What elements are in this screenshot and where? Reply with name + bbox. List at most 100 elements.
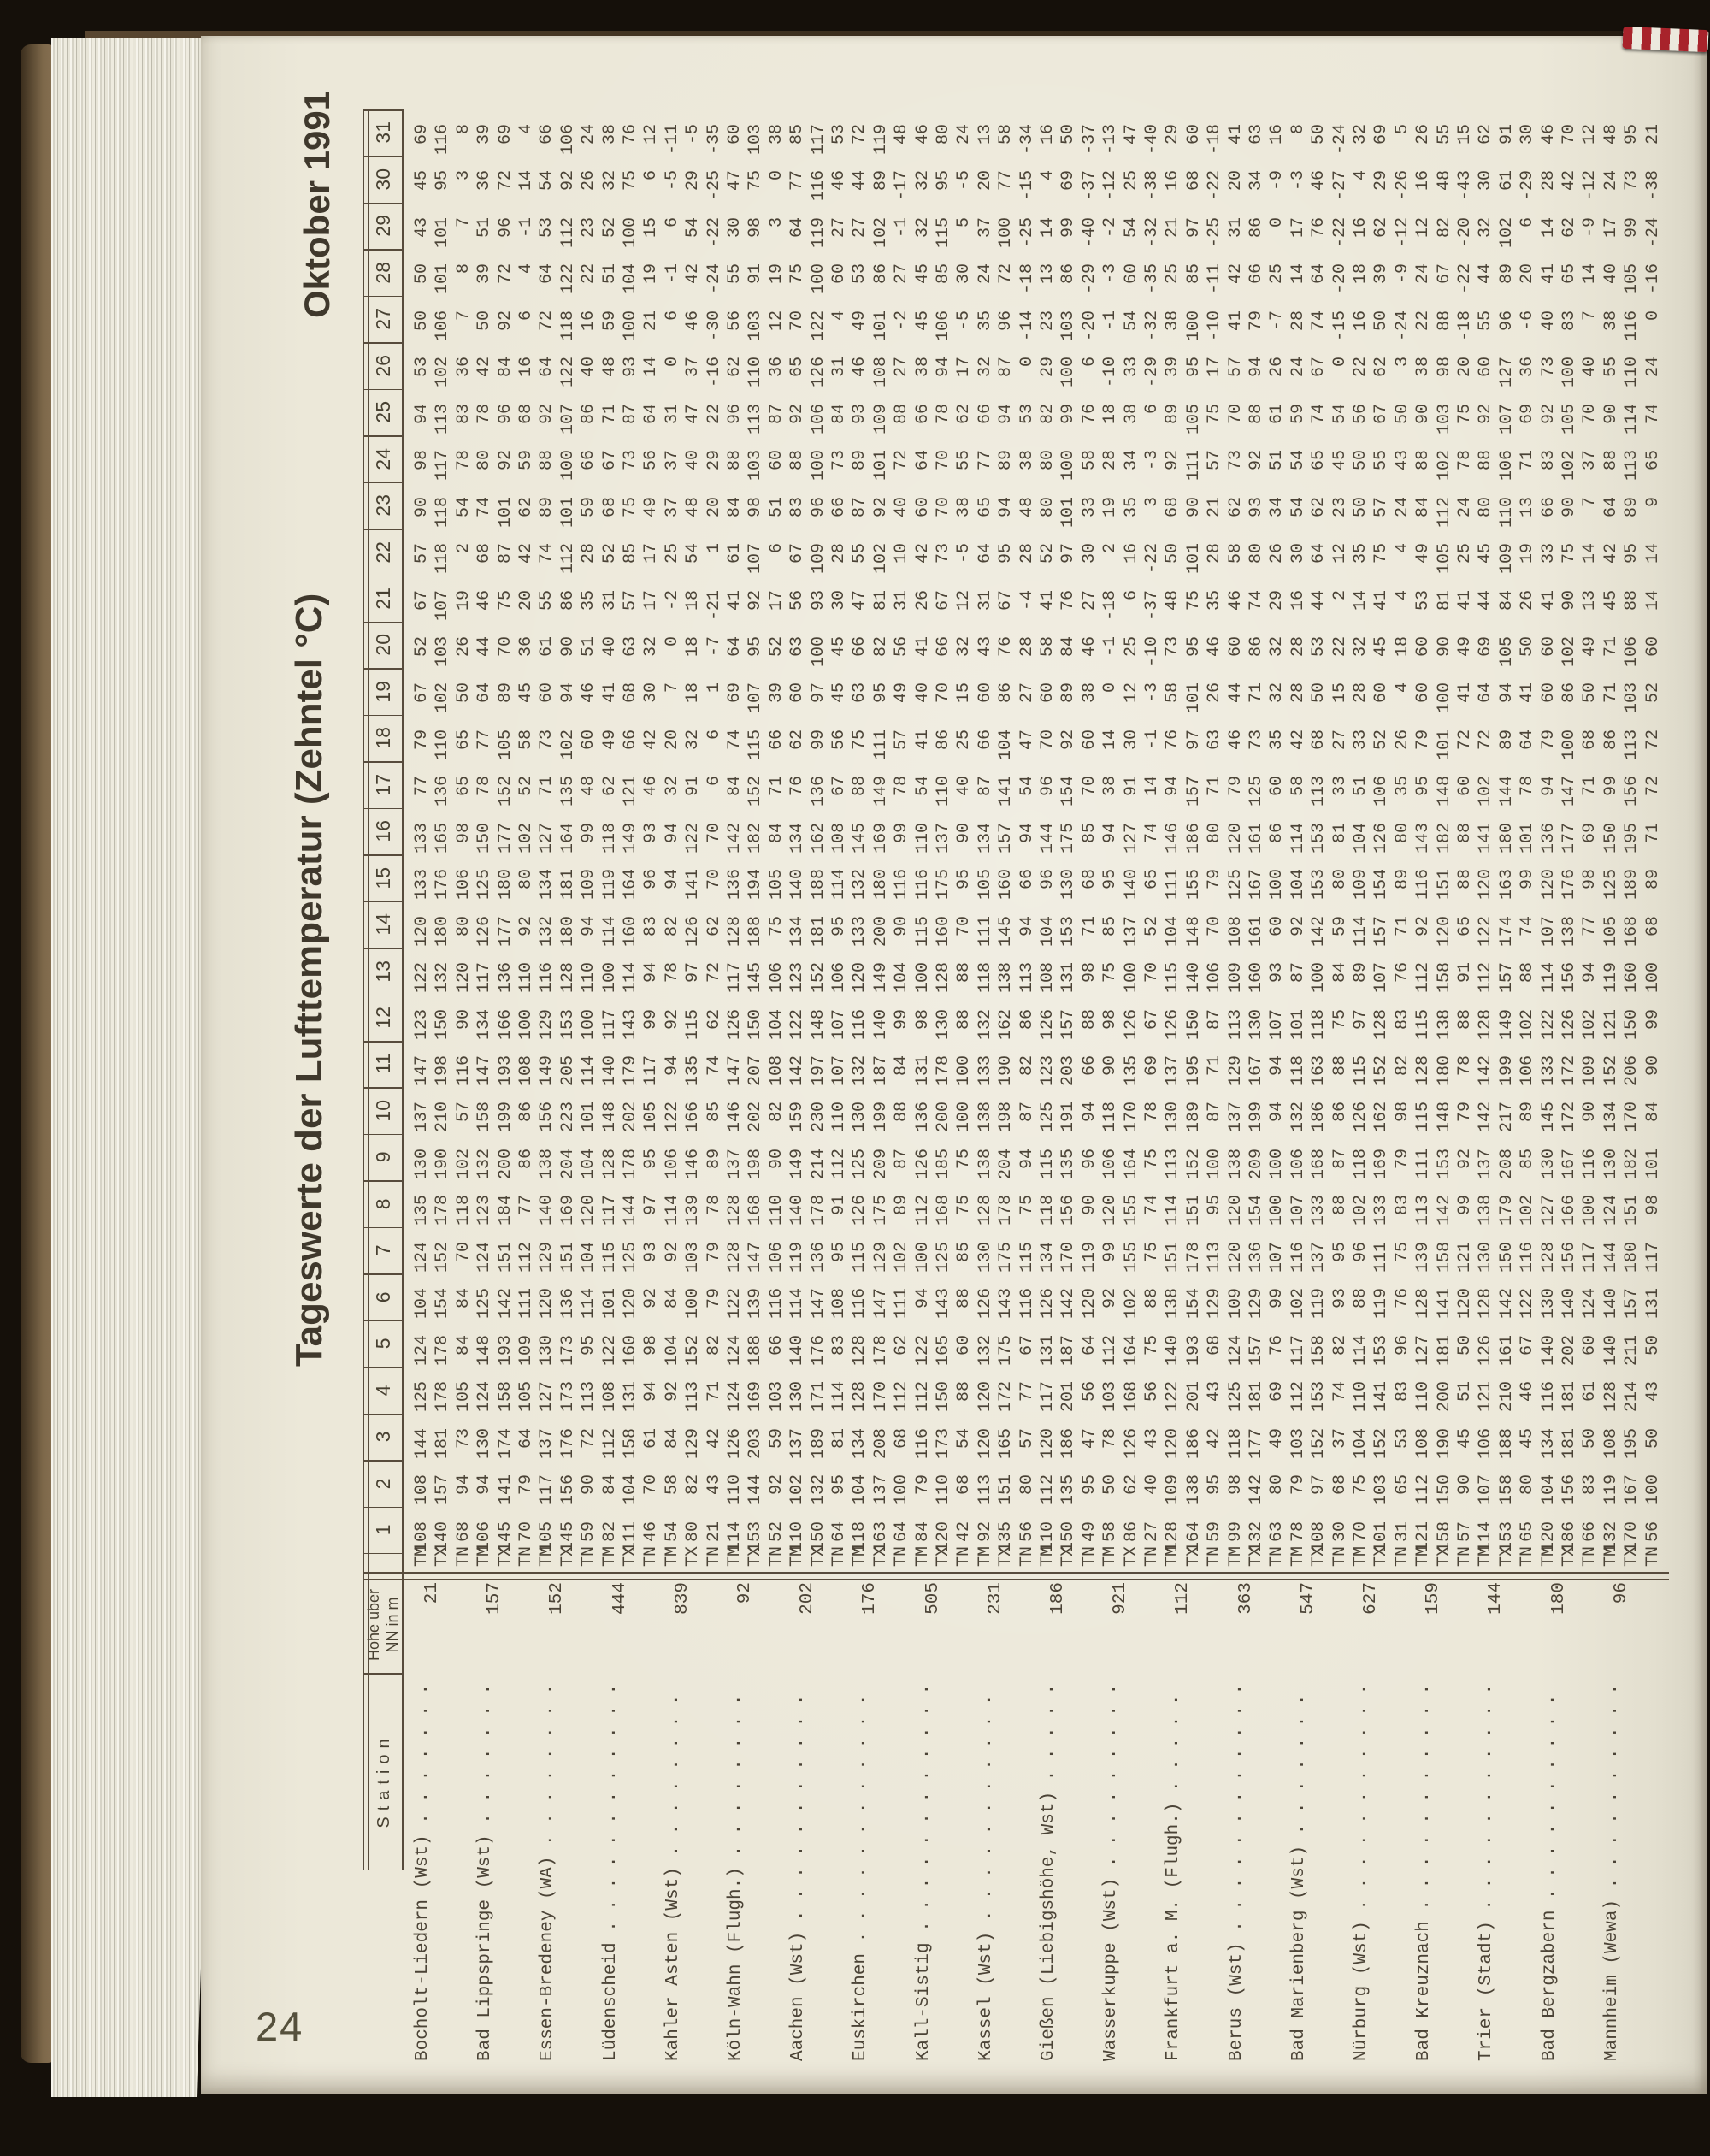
day-header-cell: 11 [372,1041,394,1087]
temp-cell: 75 [1205,404,1224,453]
temp-cell: 6 [705,776,724,825]
temp-cell: 74 [1330,1381,1350,1431]
day-cell-separator [363,1460,403,1462]
temp-cell: 130 [934,1009,953,1059]
temp-cell: 147 [412,1055,432,1105]
temp-cell: 151 [1184,1195,1204,1244]
temp-cell: 98 [454,823,474,872]
row-type-label: TX [1058,1543,1078,1570]
temp-cell: 50 [1643,1335,1663,1385]
temp-cell: 63 [1247,124,1266,174]
temp-cell: 50 [1580,682,1600,732]
temp-cell: 54 [1288,450,1308,499]
temp-cell: -5 [683,124,703,174]
temp-cell: 80 [516,869,536,919]
temp-cell: -16 [1643,263,1663,313]
temp-cell: 97 [1184,729,1204,779]
altitude-value: 444 [610,1582,630,1637]
temp-cell: 93 [809,590,828,640]
station-name: Frankfurt a. M. (Flugh.) . . . . . [1163,1666,1185,2061]
temp-cell: 70 [954,916,974,966]
temp-cell: 141 [683,869,703,919]
temp-cell: 30 [954,263,974,313]
temp-cell: 77 [475,729,494,779]
temp-cell: 90 [1643,1055,1663,1105]
temp-cell: -43 [1455,170,1475,220]
temp-cell: 60 [1267,916,1287,966]
temp-cell: 120 [621,1288,640,1338]
temp-cell: 16 [1413,170,1433,220]
temp-cell: 28 [579,543,598,593]
temp-cell: 95 [954,869,974,919]
temp-cell: 140 [600,1055,620,1105]
temp-cell: 128 [1476,1009,1495,1059]
temp-cell: 50 [1351,497,1371,546]
temp-cell: 117 [600,1009,620,1059]
temp-cell: 176 [1560,869,1579,919]
temp-cell: 21 [1205,497,1224,546]
temp-cell: 67 [996,590,1016,640]
temp-cell: 98 [1643,1195,1663,1244]
temp-cell: 151 [1163,1242,1182,1291]
temp-cell: 68 [1184,170,1204,220]
temp-cell: 87 [996,357,1016,406]
temp-cell: 106 [767,962,787,1012]
temp-cell: 193 [496,1055,516,1105]
temp-cell: 121 [1476,1381,1495,1431]
temp-cell: 130 [537,1335,557,1385]
temp-cell: 100 [1267,1195,1287,1244]
temp-cell: 63 [621,636,640,686]
temp-cell: 109 [1351,869,1371,919]
temp-cell: 105 [976,869,995,919]
temp-cell: 165 [934,1335,953,1385]
temp-cell: 20 [1226,170,1246,220]
temp-cell: 173 [558,1335,578,1385]
temp-cell: 72 [850,124,870,174]
temp-cell: -10 [1142,636,1162,686]
temp-cell: 167 [1560,1149,1579,1198]
temp-cell: 144 [1038,823,1058,872]
temp-cell: 26 [1518,590,1537,640]
day-cell-separator [363,435,403,437]
temp-cell: 200 [1435,1381,1454,1431]
temp-cell: 122 [600,1335,620,1385]
temp-cell: -38 [1142,170,1162,220]
temp-cell: 134 [1038,1242,1058,1291]
temp-cell: 43 [1643,1381,1663,1431]
temp-cell: 82 [1038,404,1058,453]
temp-cell: 97 [683,962,703,1012]
temp-cell: 114 [579,1288,598,1338]
temp-cell: 59 [1288,404,1308,453]
temp-cell: 100 [954,1102,974,1151]
temp-cell: 89 [850,450,870,499]
temp-cell: 94 [1539,776,1559,825]
temp-cell: 170 [1122,1102,1141,1151]
temp-cell: 14 [1351,590,1371,640]
temp-cell: 112 [1288,1381,1308,1431]
temp-cell: 160 [1622,962,1642,1012]
temp-cell: 22 [1330,636,1350,686]
temp-cell: 72 [996,263,1016,313]
temp-cell: 65 [454,729,474,779]
row-type-label: TN [1518,1543,1537,1570]
temp-cell: 81 [1330,823,1350,872]
temp-cell: 94 [1497,682,1517,732]
temp-cell: 95 [829,1242,849,1291]
temp-cell: 21 [1163,217,1182,267]
temp-cell: 54 [1122,310,1141,360]
temp-cell: 148 [600,1102,620,1151]
temp-cell: 95 [1622,124,1642,174]
temp-cell: 195 [1622,1428,1642,1478]
altitude-value: 92 [735,1582,755,1637]
temp-cell: 53 [412,357,432,406]
temp-cell: 131 [913,1055,933,1105]
temp-cell: 113 [1163,1149,1182,1198]
temp-cell: 60 [1539,636,1559,686]
temp-cell: 18 [683,636,703,686]
temp-cell: 124 [412,1242,432,1291]
temp-cell: 156 [1622,776,1642,825]
temp-cell: 115 [934,217,953,267]
temp-cell: 19 [1100,497,1120,546]
temp-cell: 186 [1058,1428,1078,1478]
row-type-label: TX [496,1543,516,1570]
